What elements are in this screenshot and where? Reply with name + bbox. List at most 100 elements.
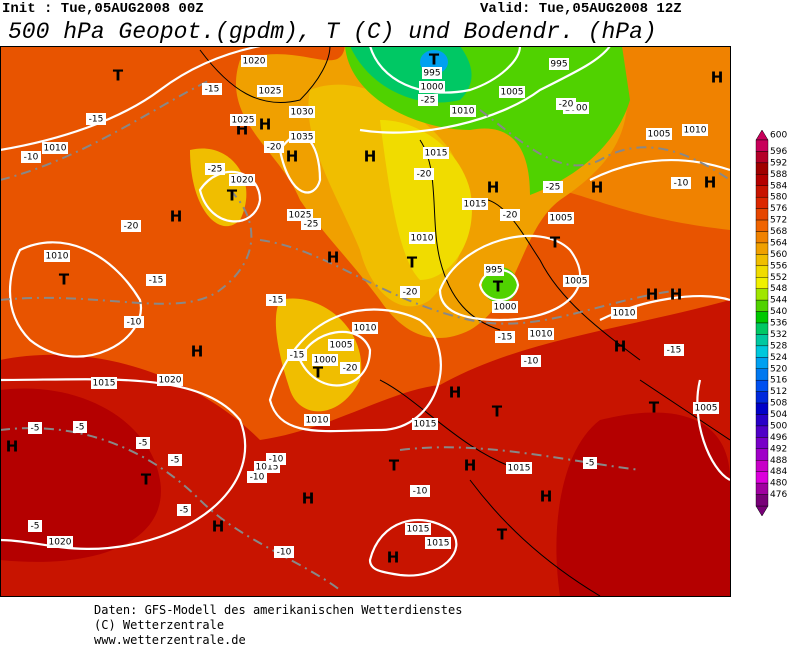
label-box: [583, 457, 597, 469]
colorbar-cell: [755, 448, 769, 461]
high-marker: H: [364, 148, 377, 166]
isobar-label: 1005: [695, 404, 718, 414]
isobar-label: 1035: [291, 133, 314, 143]
high-marker: H: [614, 338, 627, 356]
low-marker: T: [497, 526, 508, 544]
low-marker: T: [227, 187, 238, 205]
label-box: [419, 81, 445, 93]
low-marker: T: [59, 271, 70, 289]
isobar-label: 1000: [494, 303, 517, 313]
temperature-label: -5: [76, 423, 85, 433]
isobar-label: 1015: [425, 149, 448, 159]
temperature-label: -15: [149, 276, 164, 286]
colorbar-label: 488: [770, 456, 787, 466]
label-box: [409, 232, 435, 244]
isobar-label: 1020: [231, 176, 254, 186]
colorbar-label: 480: [770, 479, 787, 489]
label-box: [304, 414, 330, 426]
colorbar-label: 576: [770, 204, 787, 214]
isobar-label: 1010: [44, 144, 67, 154]
isobar-label: 1025: [259, 87, 282, 97]
label-box: [28, 422, 42, 434]
label-box: [646, 128, 672, 140]
high-marker: H: [646, 286, 659, 304]
colorbar-cell: [755, 334, 769, 347]
colorbar-cell: [755, 277, 769, 289]
colorbar-cell: [755, 254, 769, 267]
label-box: [168, 454, 182, 466]
label-box: [352, 322, 378, 334]
high-marker: H: [464, 457, 477, 475]
label-box: [400, 286, 420, 298]
colorbar-cell: [755, 196, 769, 209]
colorbar-cell: [755, 219, 769, 232]
init-time: Init : Tue,05AUG2008 00Z: [2, 1, 204, 17]
colorbar-cell: [755, 208, 769, 221]
isobar-label: 1020: [49, 538, 72, 548]
colorbar-label: 588: [770, 170, 787, 180]
valid-time: Valid: Tue,05AUG2008 12Z: [480, 1, 682, 17]
isobar-label: 1005: [550, 214, 573, 224]
temperature-label: -5: [171, 456, 180, 466]
temperature-label: -10: [127, 318, 142, 328]
colorbar-label: 556: [770, 261, 787, 271]
temperature-label: -20: [403, 288, 418, 298]
footer-source: Daten: GFS-Modell des amerikanischen Wet…: [94, 603, 462, 617]
high-marker: H: [6, 438, 19, 456]
isobar-label: 1015: [427, 539, 450, 549]
isobar-label: 1010: [613, 309, 636, 319]
label-box: [202, 83, 222, 95]
temperature-label: -20: [267, 143, 282, 153]
colorbar-cell: [755, 357, 769, 369]
isobar-label: 1015: [464, 200, 487, 210]
temperature-label: -5: [180, 506, 189, 516]
colorbar-label: 564: [770, 238, 787, 248]
temperature-label: -25: [304, 220, 319, 230]
label-box: [499, 86, 525, 98]
temperature-label: -15: [498, 333, 513, 343]
isobar-label: 1025: [232, 116, 255, 126]
temperature-label: -5: [139, 439, 148, 449]
high-marker: H: [170, 208, 183, 226]
high-marker: H: [191, 343, 204, 361]
isobar-label: 1015: [93, 379, 116, 389]
label-box: [405, 523, 431, 535]
isobar-label: 1015: [407, 525, 430, 535]
isobar-label: 1005: [648, 130, 671, 140]
colorbar: 6005965925885845805765725685645605565525…: [755, 129, 787, 517]
footer-copyright: (C) Wetterzentrale: [94, 618, 224, 632]
map: [0, 46, 731, 597]
colorbar-label: 524: [770, 353, 787, 363]
colorbar-cell: [755, 437, 769, 450]
isobar-label: 1015: [508, 464, 531, 474]
isobar-label: 1000: [314, 356, 337, 366]
label-box: [257, 85, 283, 97]
high-marker: H: [387, 549, 400, 567]
colorbar-label: 532: [770, 330, 787, 340]
colorbar-cell: [755, 242, 769, 255]
label-box: [543, 181, 563, 193]
label-box: [521, 355, 541, 367]
colorbar-label: 568: [770, 227, 787, 237]
label-box: [289, 131, 315, 143]
isobar-label: 1010: [684, 126, 707, 136]
low-marker: T: [389, 457, 400, 475]
isobar-label: 1005: [330, 341, 353, 351]
label-box: [44, 250, 70, 262]
map-title: 500 hPa Geopot.(gpdm), T (C) und Bodendr…: [8, 19, 657, 45]
colorbar-cell: [755, 174, 769, 186]
high-marker: H: [487, 179, 500, 197]
temperature-label: -15: [290, 351, 305, 361]
high-marker: H: [286, 148, 299, 166]
label-box: [157, 374, 183, 386]
isobar-label: 1005: [501, 88, 524, 98]
temperature-label: -15: [205, 85, 220, 95]
colorbar-cell: [755, 494, 769, 507]
low-marker: T: [493, 278, 504, 296]
colorbar-label: 516: [770, 376, 787, 386]
low-marker: T: [550, 234, 561, 252]
label-box: [28, 520, 42, 532]
colorbar-label: 580: [770, 193, 787, 203]
colorbar-cell: [755, 402, 769, 415]
high-marker: H: [670, 286, 683, 304]
